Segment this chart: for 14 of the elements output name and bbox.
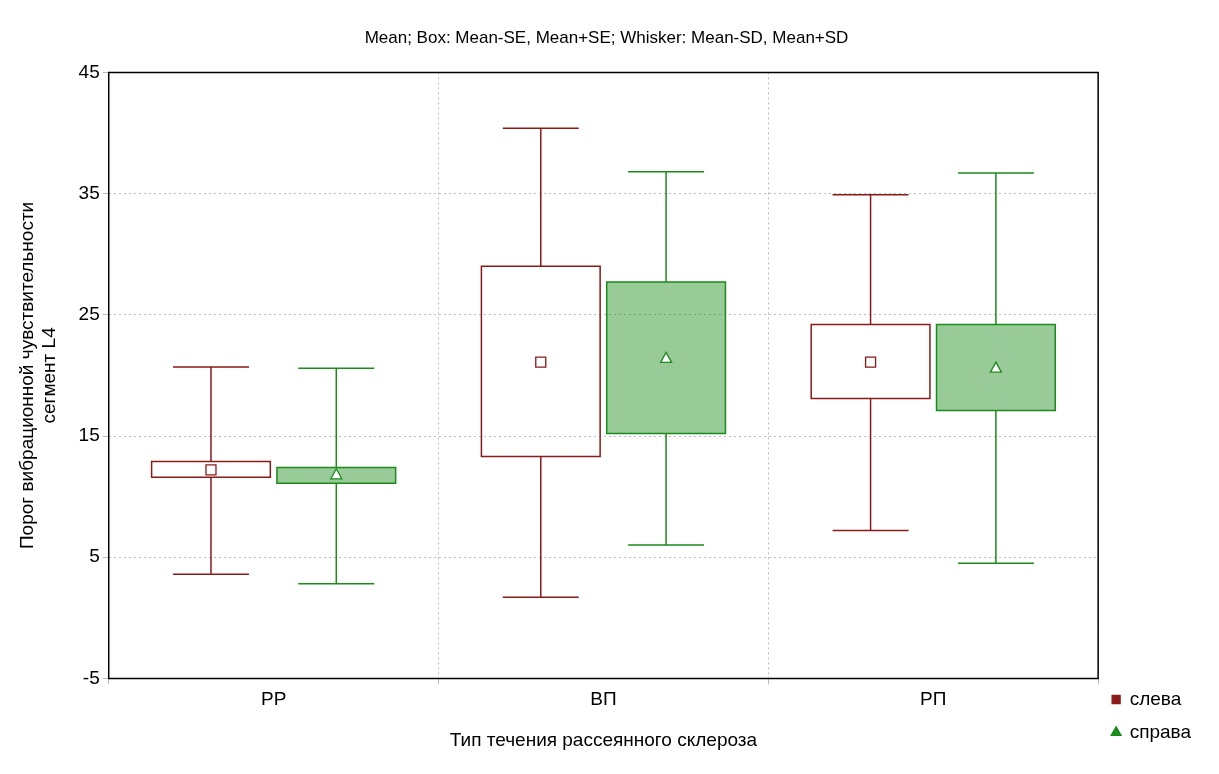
chart-title: Mean; Box: Mean-SE, Mean+SE; Whisker: Mean-SD, Mean+SD xyxy=(364,27,849,47)
x-tick-label: РР xyxy=(260,688,287,710)
y-tick-label: 25 xyxy=(78,303,100,325)
legend-label: справа xyxy=(1129,720,1192,742)
x-tick-label: РП xyxy=(920,688,947,710)
y-tick-label: 5 xyxy=(89,545,100,567)
legend-label: слева xyxy=(1129,687,1182,709)
y-tick-label: 15 xyxy=(78,424,100,446)
y-tick-label: 45 xyxy=(78,60,100,82)
y-tick-label: -5 xyxy=(82,666,100,688)
x-axis-title: Тип течения рассеянного склероза xyxy=(449,728,758,750)
y-axis-title: Порог вибрационной чувствительности сегмент L4 xyxy=(15,201,60,550)
y-tick-label: 35 xyxy=(78,181,100,203)
x-tick-label: ВП xyxy=(590,688,617,710)
